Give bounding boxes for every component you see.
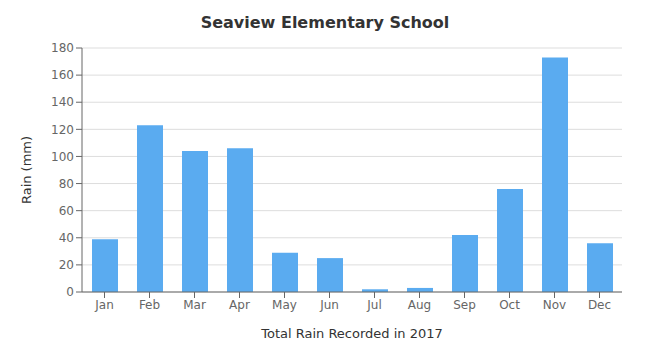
svg-text:Jul: Jul — [366, 298, 381, 312]
svg-text:120: 120 — [51, 123, 74, 137]
svg-text:80: 80 — [59, 177, 74, 191]
svg-text:Aug: Aug — [408, 298, 431, 312]
svg-text:Rain (mm): Rain (mm) — [19, 136, 34, 204]
svg-text:Apr: Apr — [229, 298, 250, 312]
svg-text:60: 60 — [59, 204, 74, 218]
svg-text:0: 0 — [66, 285, 74, 299]
svg-text:Jan: Jan — [94, 298, 114, 312]
svg-text:180: 180 — [51, 41, 74, 55]
svg-text:Nov: Nov — [543, 298, 566, 312]
svg-text:Oct: Oct — [499, 298, 520, 312]
svg-text:Dec: Dec — [588, 298, 611, 312]
svg-text:Mar: Mar — [183, 298, 206, 312]
svg-text:Sep: Sep — [453, 298, 476, 312]
html-text:Seaview Elementary School: Seaview Elementary School — [200, 13, 450, 32]
svg-text:Total Rain Recorded in 2017: Total Rain Recorded in 2017 — [260, 326, 443, 341]
svg-text:160: 160 — [51, 68, 74, 82]
svg-text:May: May — [272, 298, 297, 312]
svg-text:Feb: Feb — [139, 298, 160, 312]
svg-text:140: 140 — [51, 95, 74, 109]
svg-text:100: 100 — [51, 150, 74, 164]
svg-text:40: 40 — [59, 231, 74, 245]
svg-text:20: 20 — [59, 258, 74, 272]
svg-text:Jun: Jun — [319, 298, 339, 312]
